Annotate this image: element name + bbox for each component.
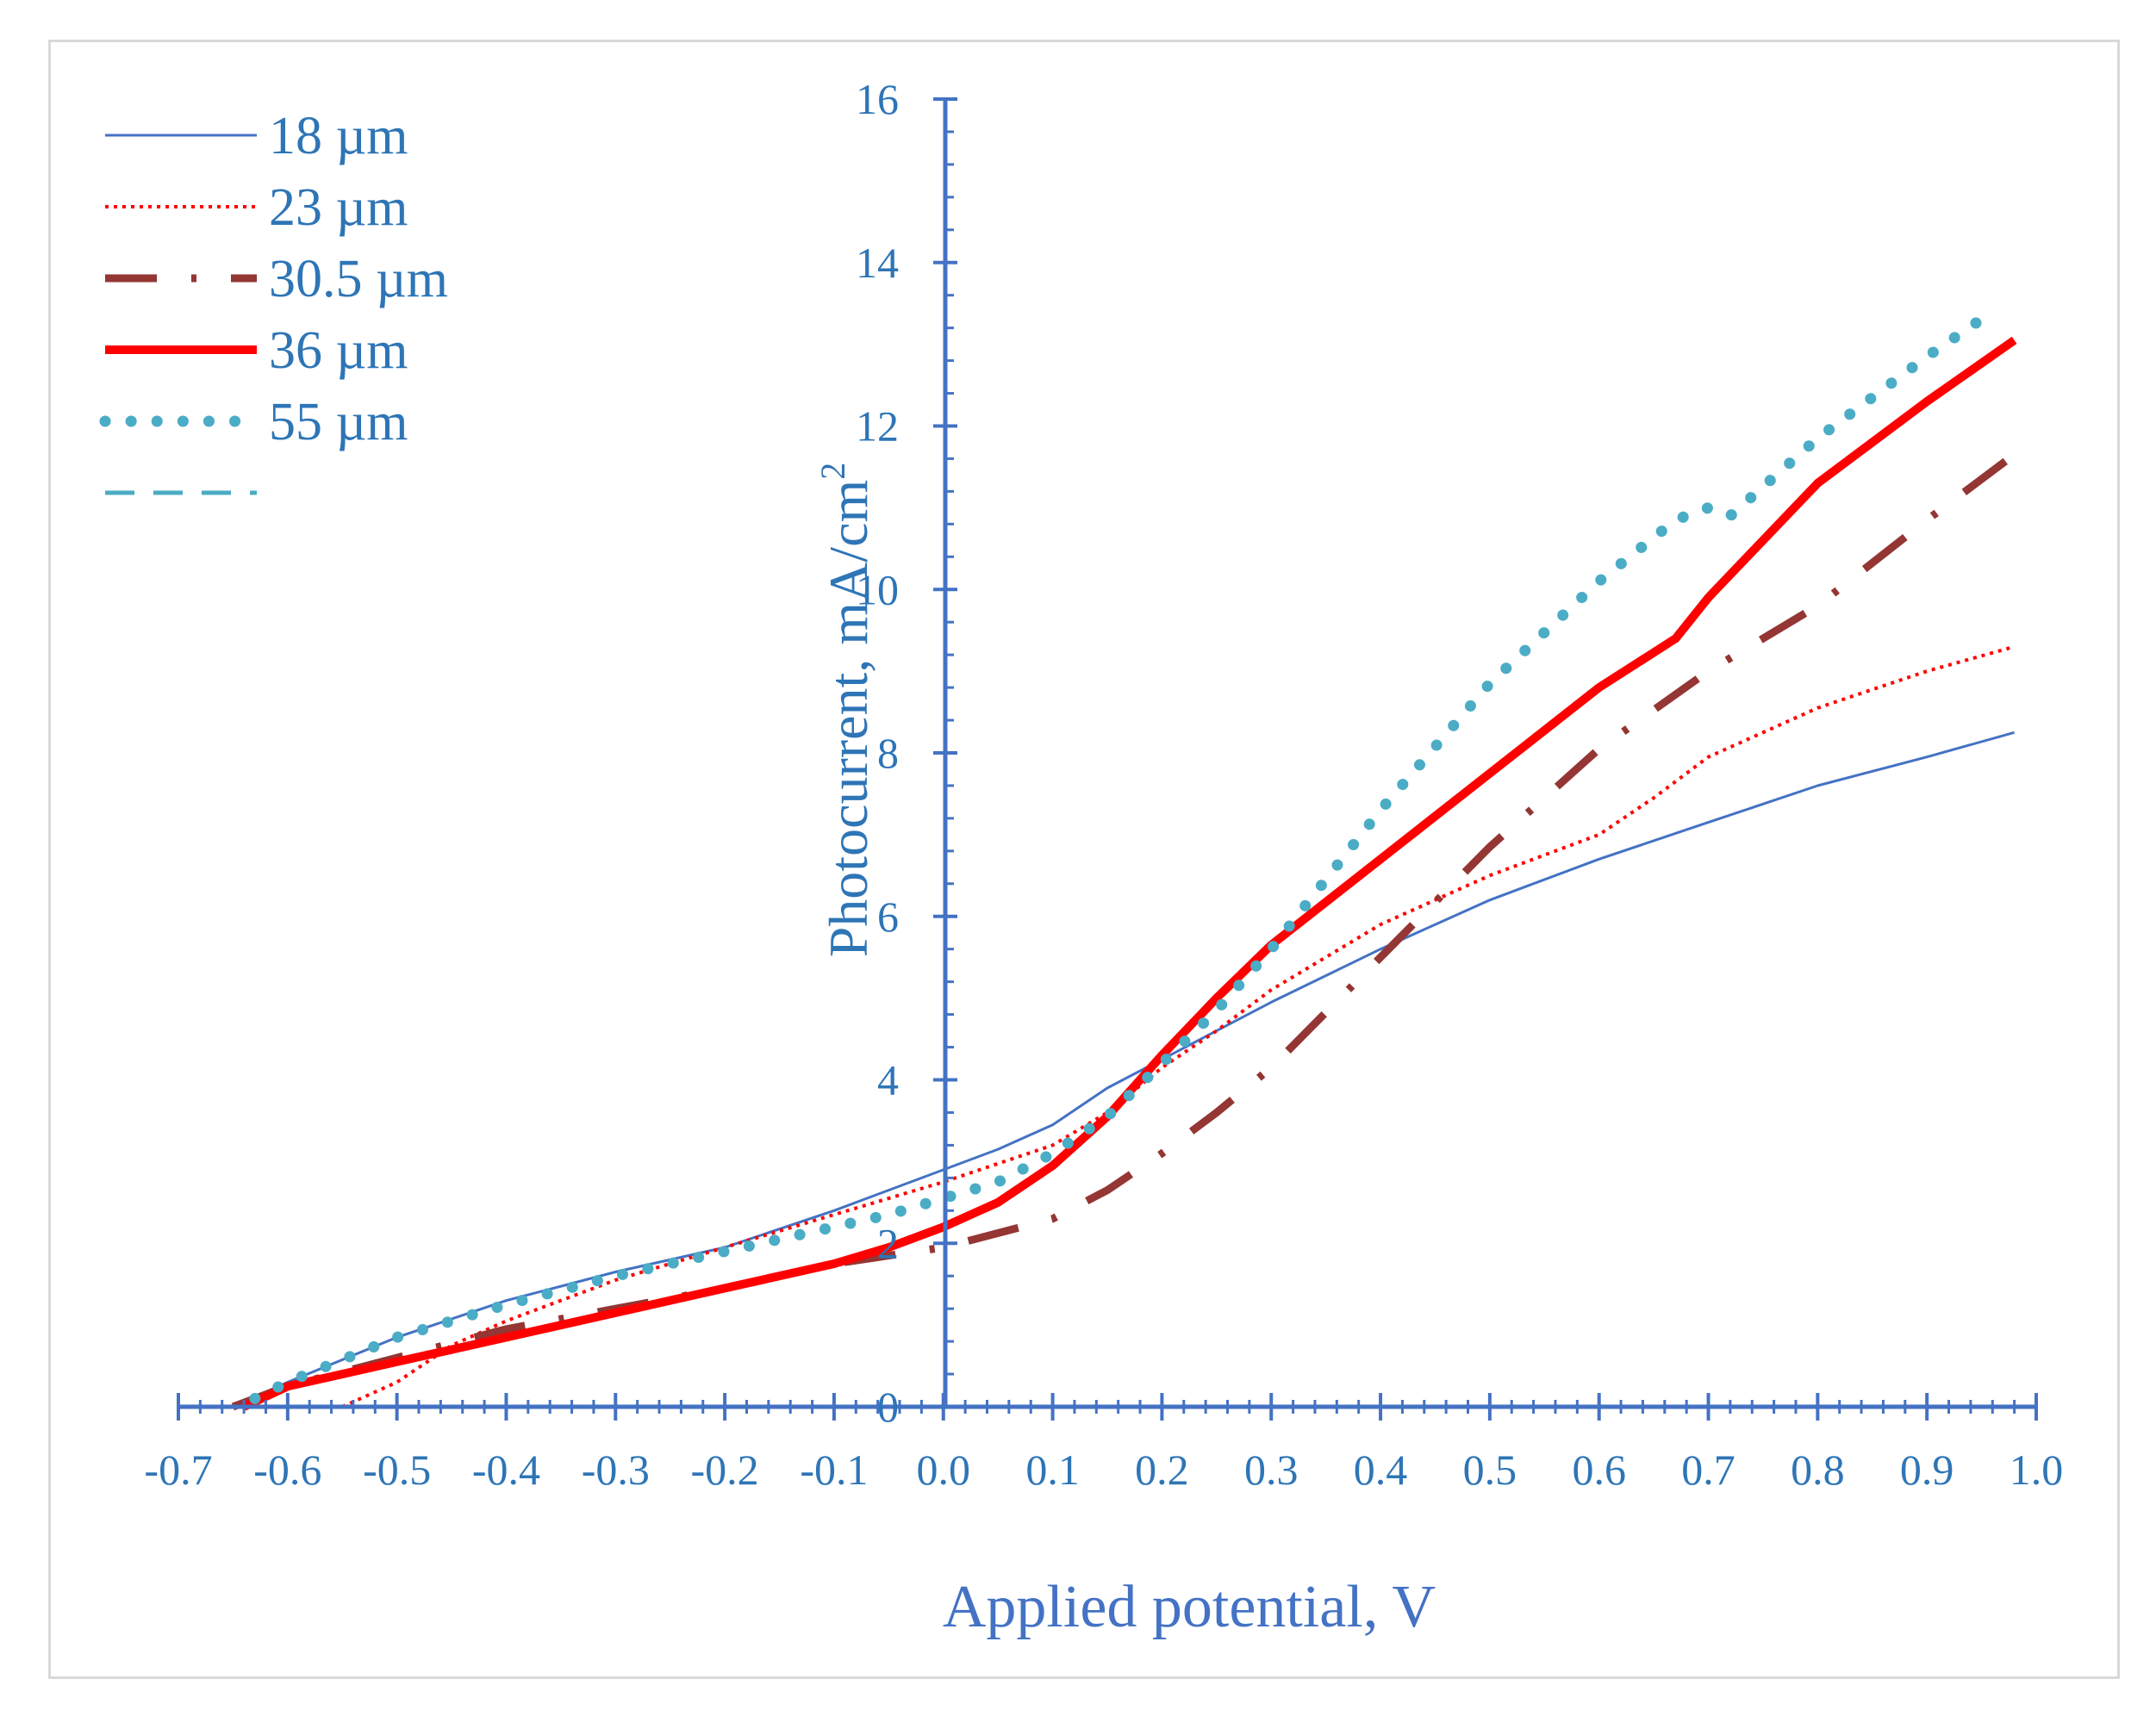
y-tick-label: 2 bbox=[877, 1219, 899, 1267]
x-tick-label: -0.7 bbox=[144, 1446, 212, 1494]
legend-item: 55 µm bbox=[99, 393, 408, 451]
x-tick-label: 0.6 bbox=[1572, 1446, 1626, 1494]
y-axis-title-text: Photocurrent, mA/cm bbox=[818, 480, 879, 958]
x-tick-label: -0.1 bbox=[800, 1446, 868, 1494]
legend-label: 36 µm bbox=[269, 321, 408, 380]
legend-item: 30.5 µm bbox=[105, 250, 448, 308]
y-axis-title: Photocurrent, mA/cm2 bbox=[813, 463, 879, 958]
y-tick-label: 16 bbox=[856, 75, 899, 123]
x-tick-label: 0.3 bbox=[1244, 1446, 1299, 1494]
series-line-5 bbox=[249, 306, 1998, 1404]
legend-label: 23 µm bbox=[269, 178, 408, 237]
series-line-2 bbox=[341, 644, 2016, 1408]
series-line-4 bbox=[241, 336, 2017, 1411]
series-line-3 bbox=[231, 451, 2017, 1411]
legend-item: 23 µm bbox=[105, 178, 408, 237]
x-tick-label: -0.4 bbox=[472, 1446, 540, 1494]
y-tick-label: 12 bbox=[856, 402, 899, 451]
y-axis-title-superscript: 2 bbox=[813, 463, 852, 480]
x-axis-title: Applied potential, V bbox=[943, 1574, 1436, 1640]
y-tick-label: 10 bbox=[856, 565, 899, 613]
legend: 18 µm 23 µm 30.5 µm 36 µm 55 µm bbox=[99, 107, 448, 495]
x-tick-label: 0.7 bbox=[1681, 1446, 1735, 1494]
y-tick-label: 8 bbox=[877, 729, 899, 777]
x-tick-label: 0.0 bbox=[917, 1446, 971, 1494]
legend-label: 18 µm bbox=[269, 107, 408, 165]
y-tick-label: 0 bbox=[877, 1383, 899, 1431]
x-tick-label: 0.4 bbox=[1354, 1446, 1408, 1494]
x-tick-label: 0.8 bbox=[1791, 1446, 1845, 1494]
x-tick-label: -0.6 bbox=[253, 1446, 321, 1494]
legend-item: 18 µm bbox=[105, 107, 408, 165]
x-tick-label: 0.2 bbox=[1135, 1446, 1189, 1494]
x-tick-label: 0.5 bbox=[1463, 1446, 1517, 1494]
y-tick-label: 4 bbox=[877, 1056, 899, 1104]
x-tick-label: 0.1 bbox=[1025, 1446, 1080, 1494]
x-tick-label: -0.3 bbox=[582, 1446, 650, 1494]
x-tick-label: -0.2 bbox=[691, 1446, 759, 1494]
legend-label: 55 µm bbox=[269, 393, 408, 451]
chart-frame bbox=[48, 40, 2120, 1679]
series-layer bbox=[231, 306, 2017, 1411]
x-tick-label: 1.0 bbox=[2010, 1446, 2064, 1494]
y-tick-label: 14 bbox=[856, 239, 899, 287]
axis-layer: -0.7 -0.6 -0.5 -0.4 -0.3 -0.2 -0.1 0.0 0.1 0.2 0.3… bbox=[144, 75, 2063, 1494]
x-tick-label: -0.5 bbox=[363, 1446, 431, 1494]
y-tick-label: 6 bbox=[877, 892, 899, 941]
x-tick-label: 0.9 bbox=[1900, 1446, 1954, 1494]
legend-item: 36 µm bbox=[105, 321, 408, 380]
legend-label: 30.5 µm bbox=[269, 250, 448, 308]
